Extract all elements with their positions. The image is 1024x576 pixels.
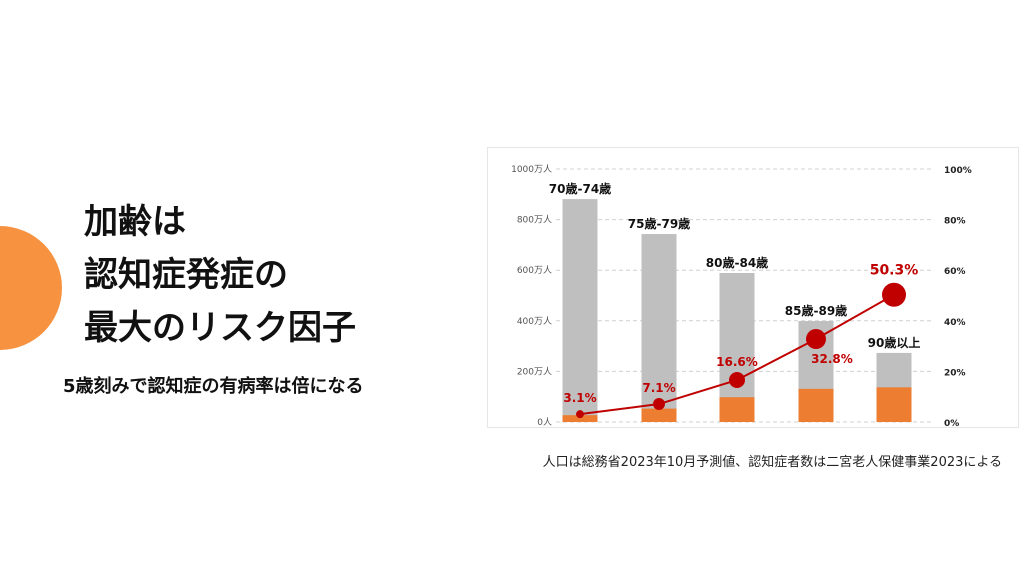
- dementia-bar: [798, 388, 834, 422]
- y-right-tick-label: 20%: [944, 368, 966, 378]
- dementia-bar: [719, 397, 755, 422]
- rate-label: 7.1%: [642, 381, 675, 395]
- y-left-tick-label: 0人: [537, 417, 552, 427]
- category-label: 75歳-79歳: [628, 216, 690, 231]
- y-left-tick-label: 600万人: [517, 265, 552, 276]
- population-bar: [719, 272, 755, 422]
- rate-point: [806, 329, 826, 350]
- y-left-tick-label: 200万人: [517, 366, 552, 377]
- dementia-bar: [562, 415, 598, 422]
- category-label: 70歳-74歳: [549, 181, 611, 196]
- rate-point: [729, 372, 745, 389]
- source-note: 人口は総務省2023年10月予測値、認知症者数は二宮老人保健事業2023による: [542, 455, 1002, 470]
- rate-point: [576, 410, 584, 419]
- rate-label: 16.6%: [716, 355, 758, 369]
- rate-point: [653, 398, 665, 411]
- slide-subtitle: 5歳刻みで認知症の有病率は倍になる: [63, 376, 364, 397]
- decorative-circle: [0, 226, 62, 350]
- y-right-tick-label: 0%: [944, 419, 959, 427]
- population-bar: [562, 199, 598, 422]
- y-right-tick-label: 80%: [944, 217, 966, 227]
- title-line: 認知症発症の: [84, 255, 288, 295]
- y-right-tick-label: 60%: [944, 267, 966, 277]
- dementia-bar: [876, 387, 912, 422]
- category-label: 80歳-84歳: [706, 255, 768, 270]
- chart-panel: 0人 0% 200万人 20% 400万人 40% 600万人 60% 800万人 80% 1000…: [487, 147, 1019, 428]
- population-bar: [641, 234, 677, 422]
- title-line: 加齢は: [84, 202, 186, 242]
- y-left-tick-label: 1000万人: [511, 164, 552, 175]
- category-label: 90歳以上: [868, 335, 921, 350]
- y-right-tick-label: 40%: [944, 318, 966, 328]
- y-left-tick-label: 400万人: [517, 316, 552, 327]
- rate-label: 32.8%: [811, 352, 853, 366]
- rate-label: 3.1%: [563, 391, 596, 405]
- chart: 0人 0% 200万人 20% 400万人 40% 600万人 60% 800万人 80% 1000…: [511, 164, 972, 427]
- rate-label: 50.3%: [870, 263, 919, 279]
- y-right-tick-label: 100%: [944, 166, 972, 176]
- category-label: 85歳-89歳: [785, 303, 847, 318]
- slide-title: 加齢は 認知症発症の 最大のリスク因子: [84, 196, 356, 355]
- rate-point: [882, 282, 906, 307]
- y-left-tick-label: 800万人: [517, 215, 552, 226]
- dementia-bar: [641, 408, 677, 422]
- title-line: 最大のリスク因子: [84, 308, 356, 348]
